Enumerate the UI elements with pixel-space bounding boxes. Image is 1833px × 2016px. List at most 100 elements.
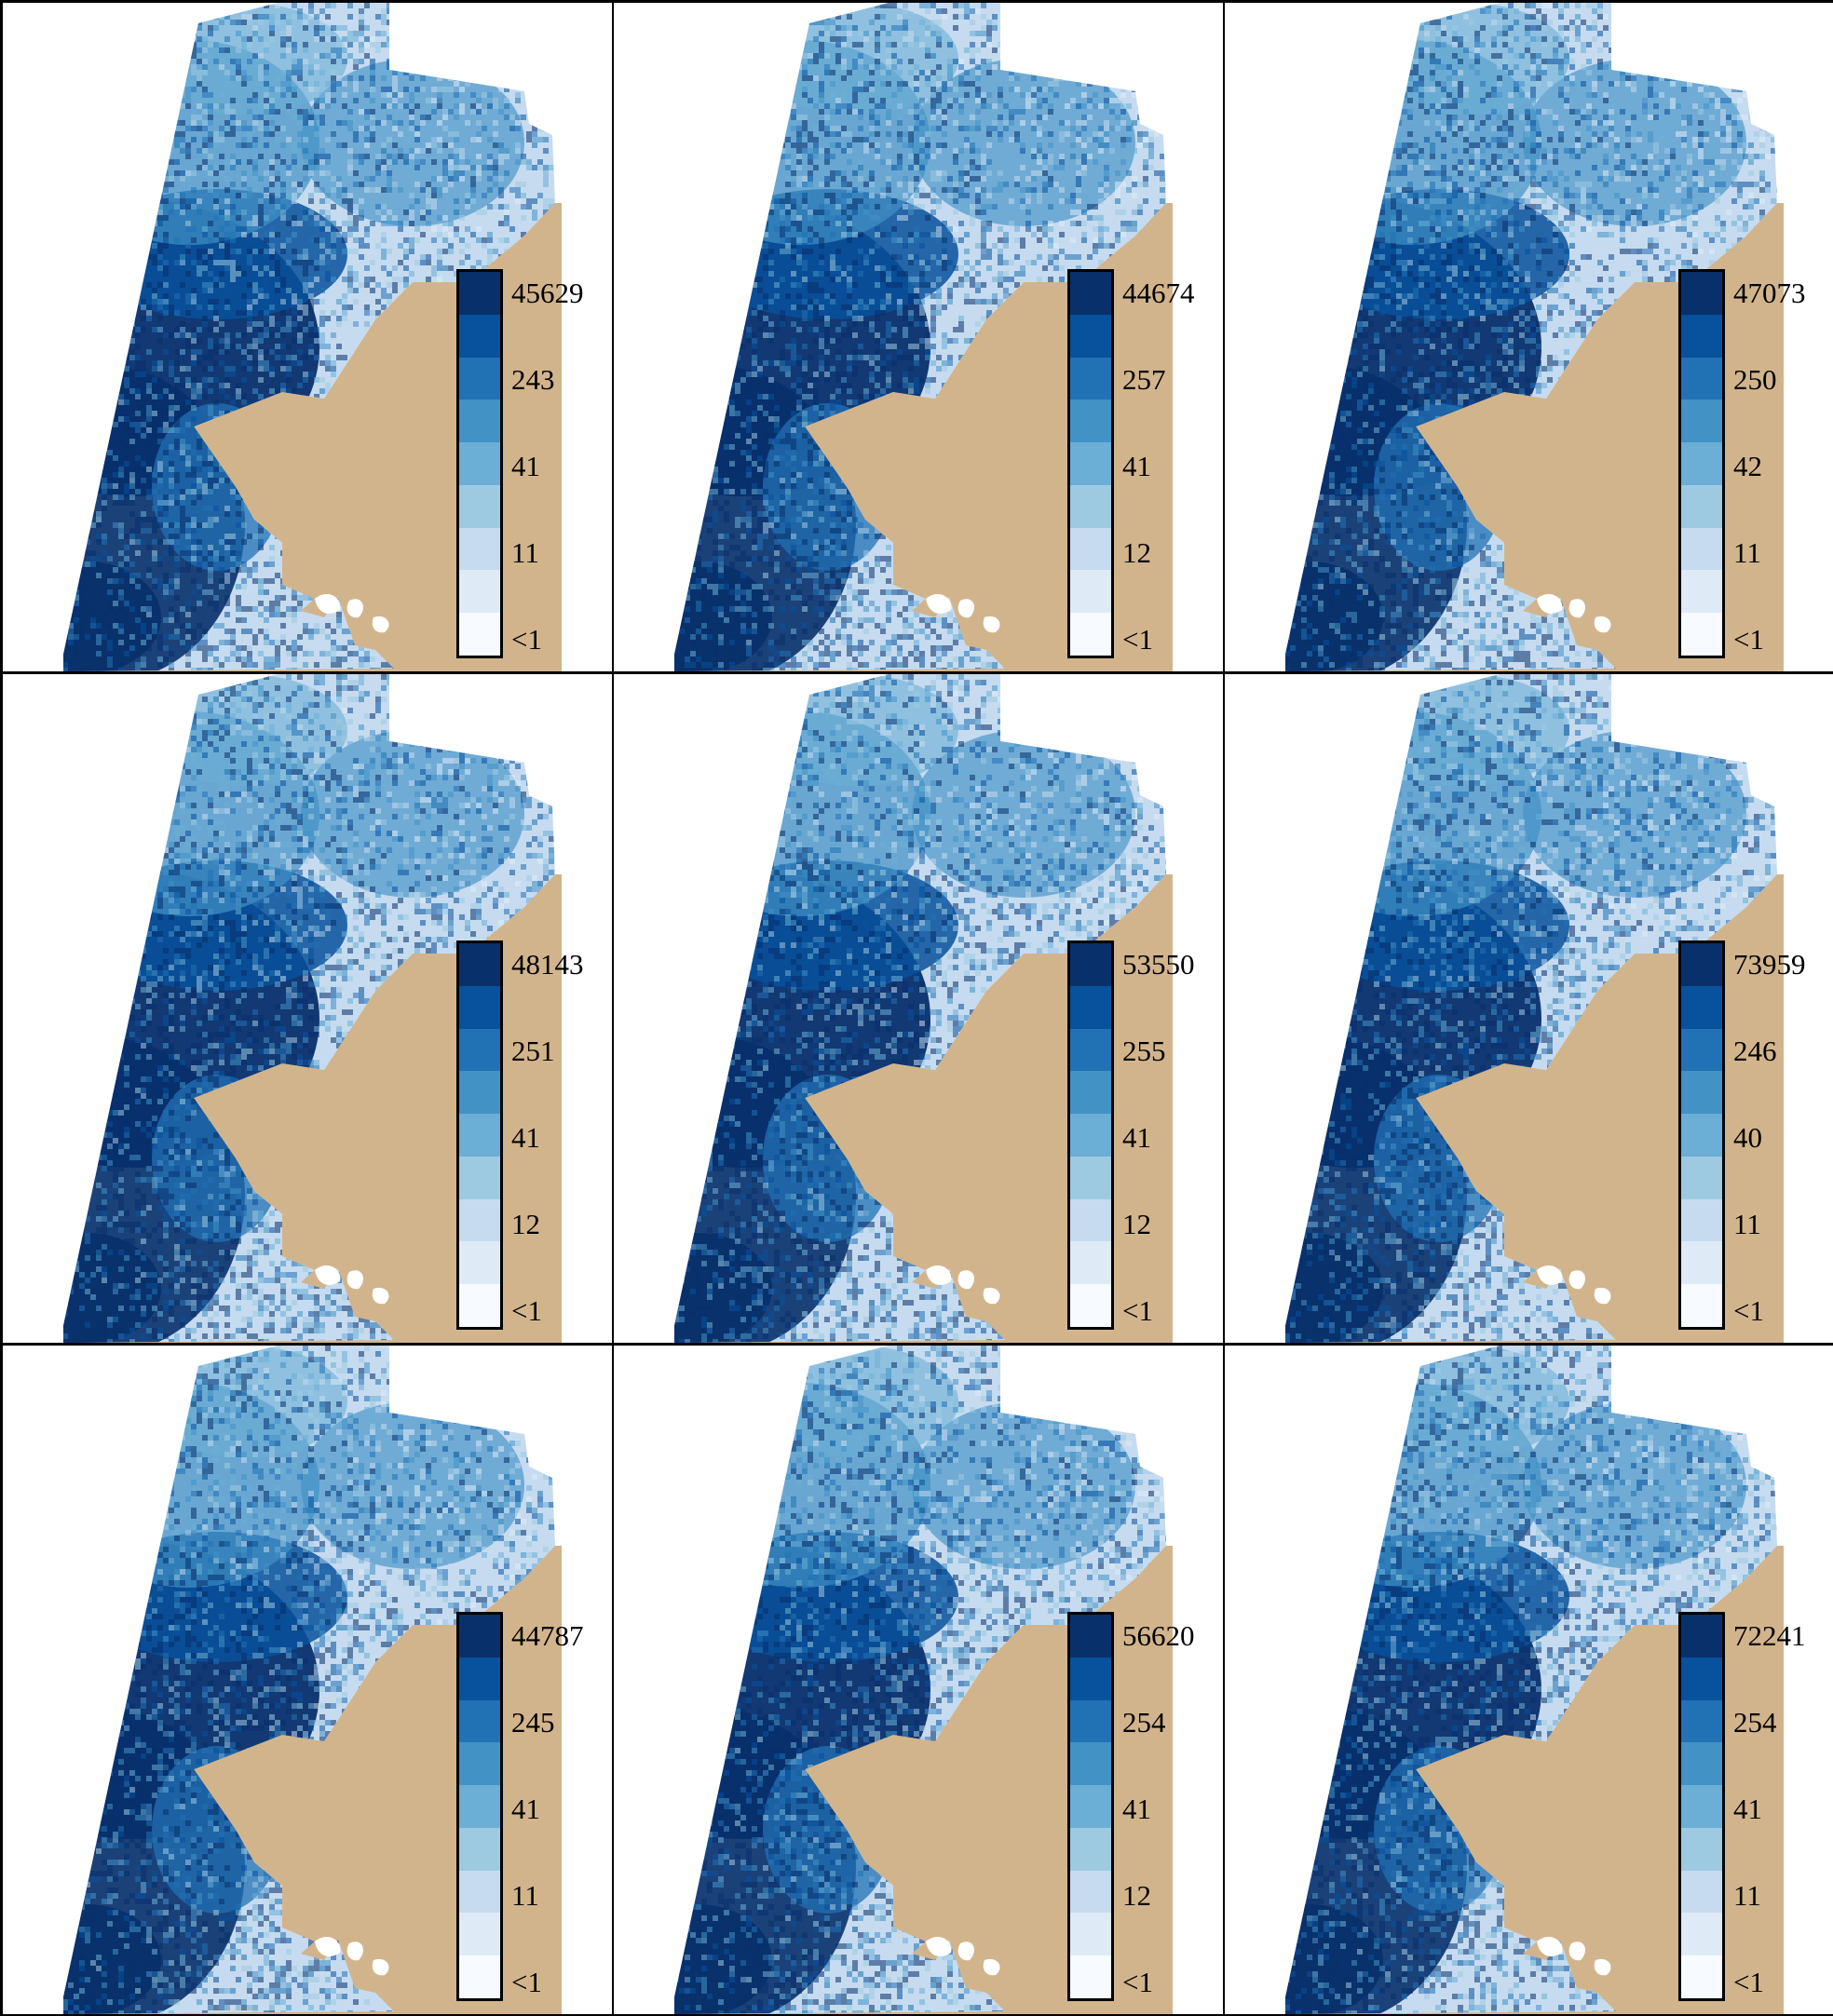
legend-label: 41 [1122,1123,1151,1152]
legend-swatch-2 [1681,985,1722,1029]
legend-swatch-1 [1070,943,1111,986]
legend-swatch-6 [1681,1156,1722,1199]
legend-swatch-7 [1070,527,1111,571]
legend-label: 254 [1733,1708,1777,1737]
legend-swatch-9 [1681,1284,1722,1328]
legend-label: <1 [511,1968,542,1996]
legend-swatch-7 [1681,527,1722,571]
legend-swatch-5 [1070,442,1111,485]
coastal-islands [1537,1937,1611,1976]
map-panel-1: 45629 243 41 11 <1 [3,3,612,671]
legend-swatch-5 [1070,1114,1111,1157]
legend-label: 245 [511,1708,555,1737]
legend-swatch-8 [1070,570,1111,614]
map-panel-9: 72241 254 41 11 <1 [1225,1346,1833,2014]
legend-swatch-9 [1070,613,1111,656]
legend-swatch-3 [459,1028,500,1072]
legend-label: 42 [1733,452,1762,480]
legend-swatch-8 [459,570,500,614]
legend-label: 48143 [511,950,584,979]
legend-swatch-5 [459,1785,500,1828]
legend-swatch-9 [459,613,500,656]
legend-label: 72241 [1733,1621,1806,1650]
legend-swatch-7 [459,527,500,571]
color-legend [456,269,503,658]
legend-swatch-8 [1681,570,1722,614]
coastal-islands [315,594,389,633]
legend-swatch-4 [1681,1742,1722,1786]
coastal-islands [926,1265,1000,1305]
legend-swatch-8 [459,1241,500,1285]
legend-swatch-1 [1070,272,1111,315]
coastal-islands [315,1937,389,1976]
legend-swatch-3 [1070,357,1111,400]
density-map [674,1346,1173,2014]
legend-swatch-9 [1070,1284,1111,1328]
legend-swatch-7 [459,1198,500,1242]
legend-swatch-6 [1070,1827,1111,1871]
legend-swatch-3 [1681,1699,1722,1743]
land-mass [1285,874,1784,1343]
legend-label: 44674 [1122,278,1195,307]
legend-swatch-2 [459,1657,500,1700]
legend-label: 254 [1122,1708,1166,1737]
coastal-islands [1537,594,1611,633]
legend-swatch-1 [459,1615,500,1657]
legend-label: 47073 [1733,278,1806,307]
legend-label: 40 [1733,1123,1762,1152]
map-panel-3: 47073 250 42 11 <1 [1225,3,1833,671]
legend-label: 12 [1122,1881,1151,1910]
map-panel-5: 53550 255 41 12 <1 [614,674,1223,1343]
legend-label: 257 [1122,365,1166,394]
map-panel-6: 73959 246 40 11 <1 [1225,674,1833,1343]
legend-swatch-4 [459,1071,500,1115]
legend-label: 41 [1122,452,1151,480]
land-mass [63,1546,562,2014]
legend-swatch-4 [1070,1742,1111,1786]
legend-swatch-9 [1681,613,1722,656]
legend-label: <1 [1122,625,1153,654]
land-mass [674,874,1173,1343]
legend-swatch-6 [459,1827,500,1871]
legend-swatch-7 [1681,1198,1722,1242]
legend-swatch-2 [1681,314,1722,358]
legend-swatch-2 [459,314,500,358]
legend-swatch-7 [459,1870,500,1914]
legend-swatch-5 [1681,1114,1722,1157]
land-mass [63,203,562,671]
map-panel-2: 44674 257 41 12 <1 [614,3,1223,671]
legend-label: <1 [511,1296,542,1325]
land-mass [1285,1546,1784,2014]
legend-swatch-4 [1681,1071,1722,1115]
legend-swatch-4 [1070,1071,1111,1115]
legend-swatch-2 [1070,314,1111,358]
legend-swatch-1 [1681,943,1722,986]
land-mass [63,874,562,1343]
legend-label: <1 [1733,1968,1764,1996]
map-panel-7: 44787 245 41 11 <1 [3,1346,612,2014]
color-legend [1678,1612,1725,2001]
legend-label: 11 [1733,1210,1761,1238]
legend-swatch-5 [1681,1785,1722,1828]
legend-swatch-7 [1070,1870,1111,1914]
legend-label: 11 [511,538,539,567]
legend-swatch-9 [1681,1955,1722,1999]
legend-swatch-4 [459,1742,500,1786]
legend-swatch-3 [459,1699,500,1743]
density-map [63,1346,562,2014]
legend-label: 255 [1122,1036,1166,1065]
legend-label: 243 [511,365,555,394]
legend-swatch-5 [1070,1785,1111,1828]
legend-label: 41 [1733,1794,1762,1823]
color-legend [456,940,503,1330]
legend-swatch-6 [1070,484,1111,528]
legend-swatch-1 [1070,1615,1111,1657]
legend-label: <1 [1122,1296,1153,1325]
legend-label: 41 [511,452,540,480]
legend-swatch-1 [459,272,500,315]
legend-label: 73959 [1733,950,1806,979]
legend-swatch-5 [1681,442,1722,485]
color-legend [1678,940,1725,1330]
legend-swatch-2 [1070,985,1111,1029]
map-panel-4: 48143 251 41 12 <1 [3,674,612,1343]
